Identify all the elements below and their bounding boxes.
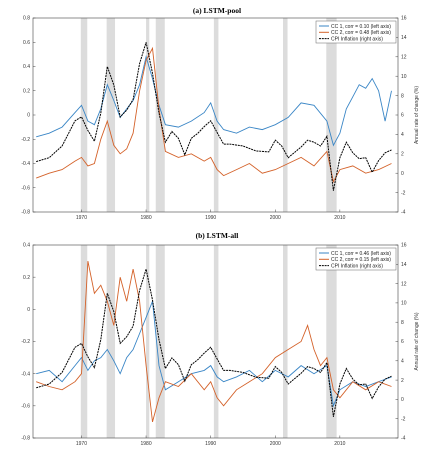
y-left-tick-label: -0.6 xyxy=(21,404,30,410)
y-left-tick-label: 0 xyxy=(27,307,30,313)
y-left-tick-label: -0.4 xyxy=(21,161,30,167)
x-tick-label: 1970 xyxy=(76,215,87,221)
y-left-tick-label: -0.4 xyxy=(21,371,30,377)
recession-band xyxy=(80,18,88,212)
legend-label: CC 1, corr = 0.10 (left axis) xyxy=(331,24,391,30)
y-right-tick-label: 16 xyxy=(401,243,407,249)
y-right-tick-label: 10 xyxy=(401,301,407,307)
panel-lstm-all: 0.4 0.2 0 -0.2 -0.4 -0.6 -0.8 16 14 12 10 8 6 4 2 0 -2 -4… xyxy=(21,243,420,447)
y-right-tick-label: 8 xyxy=(401,320,404,326)
series-line-cc1 xyxy=(36,301,392,408)
y-left-tick-label: 0.2 xyxy=(23,275,30,281)
y-right-tick-label: 12 xyxy=(401,55,407,61)
y-left-tick-label: -0.6 xyxy=(21,185,30,191)
panel-lstm-pool: 0.8 0.6 0.4 0.2 0 -0.2 -0.4 -0.6 -0.8 16 14 12 10 8 6 4… xyxy=(21,16,420,221)
y-right-tick-label: 4 xyxy=(401,359,404,365)
x-tick-label: 2010 xyxy=(334,215,345,221)
y-left-tick-label: -0.8 xyxy=(21,436,30,442)
legend-label: CC 1, corr = 0.46 (left axis) xyxy=(331,251,391,257)
y-right-tick-label: 16 xyxy=(401,16,407,22)
y-left-tick-label: 0.8 xyxy=(23,16,30,22)
legend-label: CPI Inflation (right axis) xyxy=(331,36,383,42)
recession-band xyxy=(155,245,165,438)
y-right-tick-label: 6 xyxy=(401,113,404,119)
x-tick-label: 2010 xyxy=(334,441,345,447)
y-right-tick-label: 12 xyxy=(401,281,407,287)
x-tick-label: 1970 xyxy=(76,441,87,447)
y-left-tick-label: -0.2 xyxy=(21,339,30,345)
y-right-tick-label: 14 xyxy=(401,35,407,41)
y-right-axis-label: Annual rate of change (%) xyxy=(414,312,420,370)
panel-a-title: (a) LSTM-pool xyxy=(193,6,241,15)
x-tick-label: 1980 xyxy=(140,215,151,221)
y-right-tick-label: 0 xyxy=(401,397,404,403)
recession-band xyxy=(80,245,88,438)
y-right-tick-label: 10 xyxy=(401,74,407,80)
y-right-tick-label: -4 xyxy=(401,436,406,442)
x-tick-label: 2000 xyxy=(270,441,281,447)
x-tick-label: 1990 xyxy=(205,215,216,221)
y-left-tick-label: -0.8 xyxy=(21,210,30,216)
y-right-tick-label: 2 xyxy=(401,152,404,158)
y-right-tick-label: 0 xyxy=(401,171,404,177)
recession-band xyxy=(146,18,150,212)
y-left-tick-label: -0.2 xyxy=(21,137,30,143)
series-line-cc2 xyxy=(36,46,392,183)
y-right-tick-label: 6 xyxy=(401,339,404,345)
y-left-tick-label: 0.2 xyxy=(23,88,30,94)
recession-band xyxy=(106,18,116,212)
x-tick-label: 1980 xyxy=(140,441,151,447)
series-line-cpi xyxy=(36,42,392,191)
legend-label: CC 2, corr = 0.15 (left axis) xyxy=(331,257,391,263)
legend-label: CPI Inflation (right axis) xyxy=(331,263,383,269)
recession-band xyxy=(326,245,337,438)
recession-band xyxy=(213,245,219,438)
recession-band xyxy=(146,245,150,438)
y-right-tick-label: -2 xyxy=(401,416,406,422)
y-right-tick-label: 2 xyxy=(401,378,404,384)
panel-b-title: (b) LSTM-all xyxy=(196,231,239,240)
series-line-cpi xyxy=(36,268,392,417)
y-left-tick-label: 0.6 xyxy=(23,40,30,46)
legend-box xyxy=(315,20,397,44)
recession-band xyxy=(283,245,288,438)
series-line-cc2 xyxy=(36,261,392,423)
series-line-cc1 xyxy=(36,55,392,147)
y-left-tick-label: 0.4 xyxy=(23,64,30,70)
x-tick-label: 1990 xyxy=(205,441,216,447)
y-right-tick-label: 4 xyxy=(401,132,404,138)
recession-band xyxy=(213,18,219,212)
y-right-tick-label: -2 xyxy=(401,190,406,196)
recession-band xyxy=(283,18,288,212)
y-right-tick-label: 8 xyxy=(401,93,404,99)
y-left-tick-label: 0 xyxy=(27,113,30,119)
recession-band xyxy=(326,18,337,212)
legend-label: CC 2, corr = 0.48 (left axis) xyxy=(331,30,391,36)
recession-band xyxy=(106,245,116,438)
legend-box xyxy=(315,247,397,271)
y-left-tick-label: 0.4 xyxy=(23,243,30,249)
y-right-tick-label: -4 xyxy=(401,210,406,216)
y-right-tick-label: 14 xyxy=(401,262,407,268)
y-right-axis-label: Annual rate of change (%) xyxy=(414,86,420,144)
x-tick-label: 2000 xyxy=(270,215,281,221)
